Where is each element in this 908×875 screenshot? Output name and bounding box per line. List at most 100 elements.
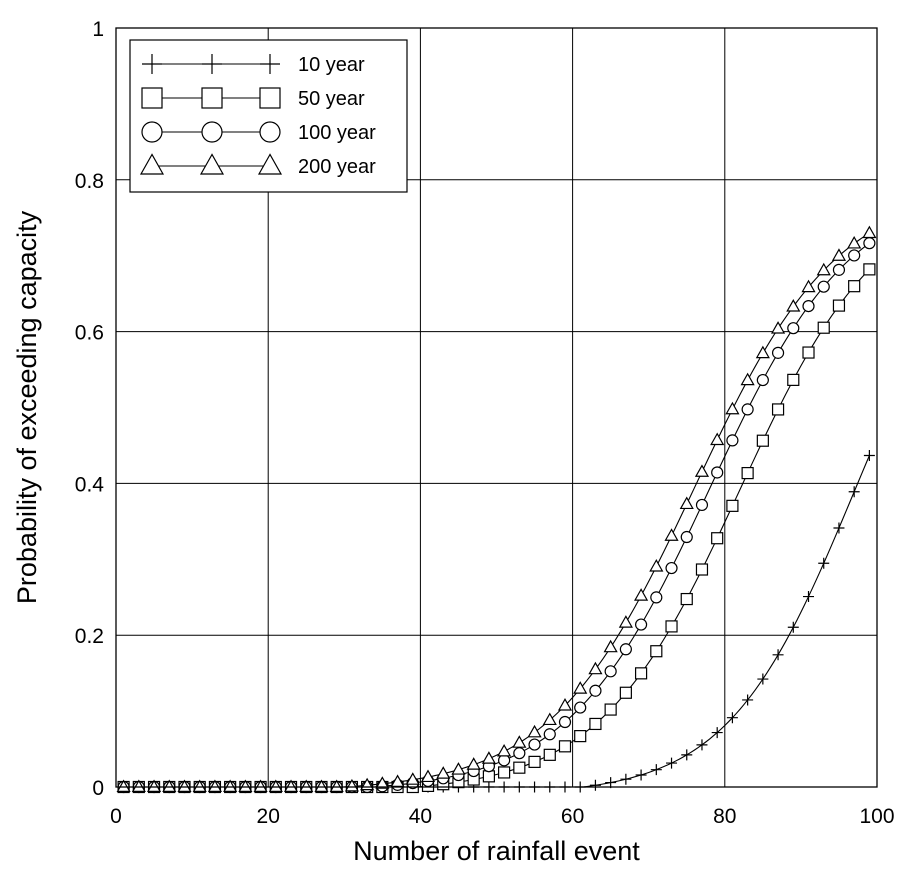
data-point — [696, 739, 708, 751]
x-tick-label: 40 — [409, 805, 432, 828]
data-point — [146, 779, 162, 793]
data-point — [681, 749, 693, 761]
data-point — [634, 588, 649, 601]
data-point — [201, 87, 223, 109]
data-point — [142, 54, 162, 74]
data-point — [481, 751, 496, 764]
data-point — [817, 280, 830, 293]
data-point — [512, 735, 527, 748]
data-point — [816, 262, 831, 276]
data-point — [847, 235, 862, 249]
data-point — [756, 373, 769, 387]
data-point — [141, 121, 163, 143]
data-point — [513, 747, 526, 760]
data-point — [740, 372, 755, 386]
data-point — [558, 740, 572, 753]
data-point — [650, 645, 663, 658]
y-tick-label: 1 — [92, 18, 104, 41]
data-point — [344, 778, 359, 792]
data-point — [634, 667, 648, 680]
data-point — [574, 730, 587, 743]
data-point — [848, 249, 861, 262]
legend-entry: 100 year — [141, 121, 376, 144]
data-point — [786, 299, 801, 312]
data-point — [831, 248, 847, 261]
data-point — [603, 639, 618, 653]
data-point — [207, 779, 223, 793]
x-tick-label: 20 — [257, 805, 280, 828]
x-axis-label: Number of rainfall event — [353, 836, 640, 866]
data-point — [131, 779, 146, 793]
data-point — [527, 724, 542, 738]
data-point — [498, 766, 511, 779]
data-point — [192, 779, 207, 793]
data-point — [711, 532, 724, 545]
data-point — [787, 621, 799, 633]
y-tick-label: 0 — [92, 777, 104, 800]
data-point — [259, 87, 281, 109]
data-point — [664, 528, 679, 541]
data-point — [833, 522, 845, 534]
data-point — [238, 779, 253, 793]
data-point — [802, 299, 815, 313]
data-point — [574, 701, 587, 714]
data-point — [848, 280, 861, 293]
data-point — [771, 403, 785, 416]
data-point — [141, 87, 163, 109]
data-point — [619, 686, 632, 699]
legend: 10 year 50 year 100 year 200 year — [129, 39, 408, 193]
series-50-year — [117, 263, 876, 794]
data-point — [771, 346, 785, 359]
data-point — [618, 615, 633, 628]
x-tick-label: 0 — [110, 805, 122, 828]
data-point — [818, 557, 830, 569]
data-point — [177, 779, 192, 793]
data-point — [756, 434, 769, 447]
y-tick-label: 0.6 — [75, 322, 104, 345]
data-point — [268, 779, 283, 793]
data-point — [528, 755, 541, 768]
data-point — [139, 153, 165, 175]
data-point — [543, 728, 556, 741]
data-point — [283, 779, 299, 793]
data-point — [513, 761, 526, 774]
data-point — [466, 757, 481, 770]
data-point — [557, 698, 573, 711]
series-line — [123, 268, 870, 788]
data-point — [710, 432, 725, 446]
data-point — [223, 779, 238, 793]
y-axis-label: Probability of exceeding capacity — [12, 210, 42, 604]
data-point — [543, 748, 556, 761]
data-point — [650, 591, 663, 604]
data-point — [588, 661, 603, 675]
legend-entry: 50 year — [141, 87, 365, 110]
legend-entry: 200 year — [139, 153, 376, 178]
data-point — [451, 762, 466, 775]
data-point — [848, 486, 860, 498]
data-point — [832, 263, 846, 276]
series-line — [123, 242, 870, 788]
data-point — [770, 321, 786, 334]
data-point — [314, 779, 329, 793]
data-point — [201, 121, 223, 143]
x-tick-label: 100 — [859, 805, 894, 828]
data-point — [832, 299, 846, 312]
x-tick-label: 80 — [713, 805, 736, 828]
series-line — [123, 232, 870, 788]
data-point — [497, 743, 512, 757]
data-point — [863, 449, 875, 461]
series-line — [123, 455, 870, 788]
data-point — [803, 591, 815, 603]
data-point — [620, 773, 632, 785]
data-point — [482, 770, 495, 783]
data-point — [711, 466, 724, 479]
data-point — [711, 727, 723, 739]
data-point — [802, 346, 815, 359]
y-tick-label: 0.8 — [75, 170, 104, 193]
data-point — [573, 681, 588, 694]
data-point — [725, 401, 740, 415]
data-point — [162, 779, 177, 793]
data-point — [589, 717, 602, 731]
data-point — [863, 237, 876, 250]
